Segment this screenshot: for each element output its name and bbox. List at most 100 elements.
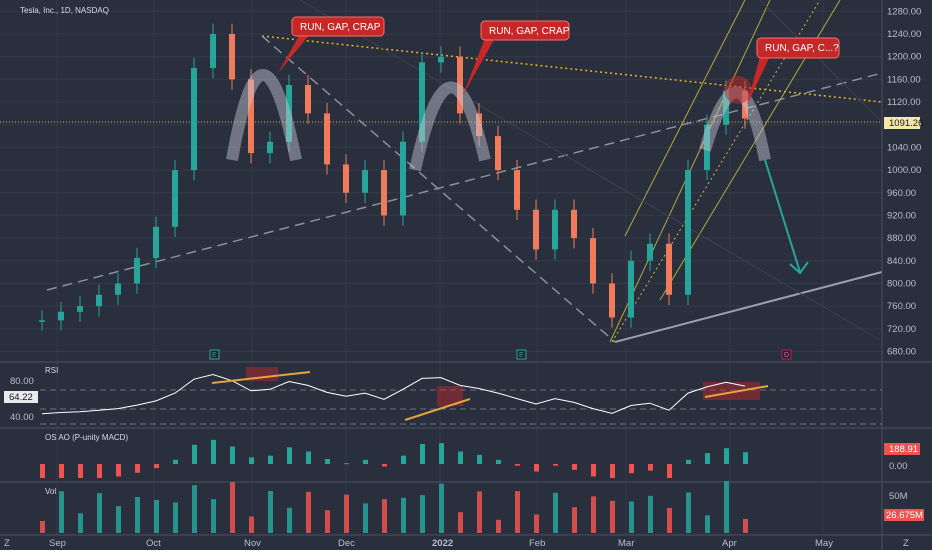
price-tick: 760.00 [887,301,916,312]
time-tick: Nov [244,538,261,549]
volume-bar [268,491,273,533]
volume-bar [287,507,292,533]
volume-bar [192,485,197,533]
svg-text:E: E [519,352,524,359]
candle-body [362,170,368,193]
macd-bar [154,464,159,469]
price-tick: 720.00 [887,324,916,335]
macd-bar [192,444,197,464]
candle-body [476,113,482,137]
volume-bar [173,502,178,533]
candle-body [324,113,330,165]
macd-bar [382,464,387,467]
candle-body [666,243,672,295]
macd-bar [496,459,501,464]
vol-current: 26.675M [886,510,923,521]
macd-bar [78,464,83,478]
macd-bar [173,459,178,464]
volume-bar [496,519,501,533]
volume-bar [667,507,672,533]
macd-zero-label: 0.00 [889,461,908,472]
time-axis: Sep Oct Nov Dec 2022 Feb Mar Apr May [49,538,833,549]
volume-bar [116,506,121,533]
candle-body [305,85,311,114]
rsi-current: 64.22 [9,392,33,403]
price-tick: 880.00 [887,233,916,244]
candle-body [704,124,710,171]
volume-bar [40,521,45,533]
volume-bar [154,500,159,533]
macd-bar [344,463,349,465]
candle-body [514,170,520,210]
time-tick: Sep [49,538,66,549]
projection-arrow-head [789,261,809,275]
volume-bar [458,512,463,533]
candle-body [134,257,140,284]
annotation-bubble[interactable]: RUN, GAP, CRAP [463,20,570,95]
macd-bar [268,455,273,464]
rsi-line [41,373,746,415]
pattern-overlays [226,69,809,275]
projection-arrow [764,159,801,273]
volume-bar [325,510,330,533]
volume-bar [306,491,311,533]
price-tick: 1160.00 [887,74,921,85]
macd-bar [363,459,368,464]
chart-grid [0,0,882,535]
candle-body [723,90,729,125]
annotation-bubble[interactable]: RUN, GAP, CRAP [278,16,385,73]
candle-body [267,141,273,154]
earnings-marker[interactable]: E [209,349,220,360]
macd-bar [648,464,653,471]
candle-body [495,136,501,171]
time-tick: Apr [722,538,737,549]
volume-bar [135,497,140,533]
macd-bar [477,454,482,464]
dividend-marker[interactable]: D [781,349,792,360]
rsi-axis-80: 80.00 [10,376,34,387]
macd-bar [534,464,539,472]
macd-bar [287,447,292,464]
candle-body [571,209,577,239]
volume-bar [230,482,235,533]
annotation-bubble[interactable]: RUN, GAP, C...? [747,37,840,105]
macd-bar [439,443,444,464]
macd-bar [629,464,634,474]
macd-bar [515,464,520,466]
macd-bar [401,455,406,464]
top-highlight [724,76,752,104]
earnings-marker[interactable]: E [516,349,527,360]
candle-body [533,209,539,250]
pitchfork-median [611,0,821,343]
volume-bar [705,515,710,533]
volume-bar [401,497,406,533]
time-tick: Mar [618,538,634,549]
rsi-axis-40: 40.00 [10,412,34,423]
volume-bar [420,495,425,533]
candle-body [609,283,615,318]
macd-bar [610,464,615,478]
volume-bar [591,496,596,533]
resistance-line [261,35,883,103]
svg-text:RUN, GAP, CRAP: RUN, GAP, CRAP [489,26,570,37]
volume-bar [97,493,102,533]
candle-body [685,170,691,295]
time-tick: Oct [146,538,161,549]
candle-body [590,238,596,284]
macd-bar [325,459,330,464]
volume-bar [477,491,482,533]
rsi-highlight [703,382,760,400]
macd-bar [135,464,140,473]
macd-current: 188.91 [889,444,918,455]
support-line [614,271,883,343]
price-tick: 1040.00 [887,142,921,153]
dashed-downtrend [261,35,616,343]
volume-bar [629,501,634,533]
candle-body [381,170,387,216]
corner-label-left: Z [4,538,10,549]
volume-bar [610,500,615,533]
candle-body [628,260,634,318]
candle-body [647,243,653,261]
volume-bar [553,492,558,533]
